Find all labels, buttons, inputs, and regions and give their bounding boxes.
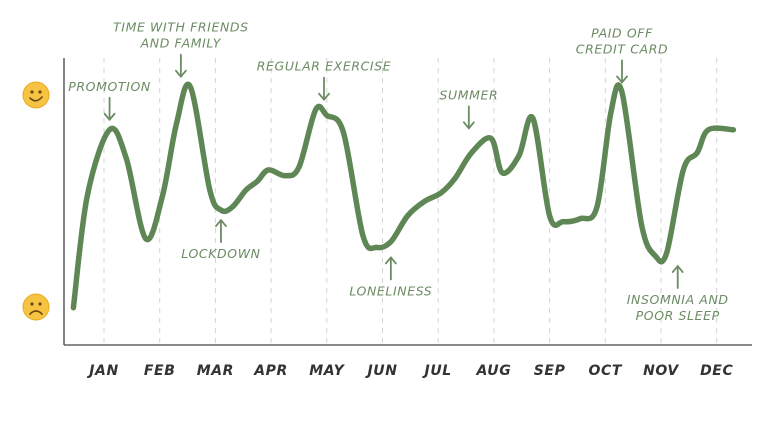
annotation-summer: SUMMER <box>439 87 498 130</box>
month-label-apr: APR <box>253 363 288 379</box>
annotation-text: INSOMNIA AND <box>627 292 729 307</box>
happy-face-icon <box>22 81 50 109</box>
series-layer <box>70 81 737 311</box>
month-label-jan: JAN <box>86 363 119 379</box>
annotation-text: LONELINESS <box>349 283 432 298</box>
annotation-arrow-head <box>174 69 187 78</box>
month-label-aug: AUG <box>475 363 511 379</box>
annotation-text: LOCKDOWN <box>181 246 260 261</box>
mood-icons <box>22 81 50 321</box>
axes <box>63 58 752 346</box>
annotation-text: AND FAMILY <box>140 36 222 51</box>
month-label-nov: NOV <box>643 363 679 379</box>
annotation-loneliness: LONELINESS <box>349 256 432 298</box>
month-labels: JAN FEB MAR APR MAY JUN JUL AUG SEP OCT NOV DEC <box>86 363 733 379</box>
annotation-arrow-head <box>103 112 116 121</box>
annotation-arrow-head <box>318 92 330 101</box>
month-label-dec: DEC <box>700 363 733 379</box>
annotation-text: REGULAR EXERCISE <box>257 59 391 74</box>
annotation-promotion: PROMOTION <box>68 79 151 121</box>
annotation-text: PROMOTION <box>68 79 151 94</box>
month-label-oct: OCT <box>589 363 623 379</box>
annotation-arrow-head <box>384 256 397 265</box>
month-label-mar: MAR <box>197 363 234 379</box>
month-label-may: MAY <box>309 363 345 379</box>
month-label-jun: JUN <box>364 363 397 379</box>
month-label-jul: JUL <box>422 363 452 379</box>
annotation-arrow-head <box>462 121 475 130</box>
annotation-regular-exercise: REGULAR EXERCISE <box>257 59 391 101</box>
annotation-arrow-head <box>671 265 684 273</box>
annotation-text: SUMMER <box>439 87 498 102</box>
month-label-feb: FEB <box>144 363 176 379</box>
annotation-arrow-head <box>616 75 628 84</box>
annotation-text: TIME WITH FRIENDS <box>113 20 249 35</box>
month-label-sep: SEP <box>534 363 566 379</box>
annotation-text: POOR SLEEP <box>636 308 720 323</box>
mood-series-line <box>70 81 737 311</box>
annotation-text: PAID OFF <box>591 25 653 40</box>
annotation-text: CREDIT CARD <box>576 41 668 56</box>
annotation-lockdown: LOCKDOWN <box>181 219 260 261</box>
annotation-arrow-head <box>215 219 227 228</box>
sad-face-icon <box>22 293 50 321</box>
